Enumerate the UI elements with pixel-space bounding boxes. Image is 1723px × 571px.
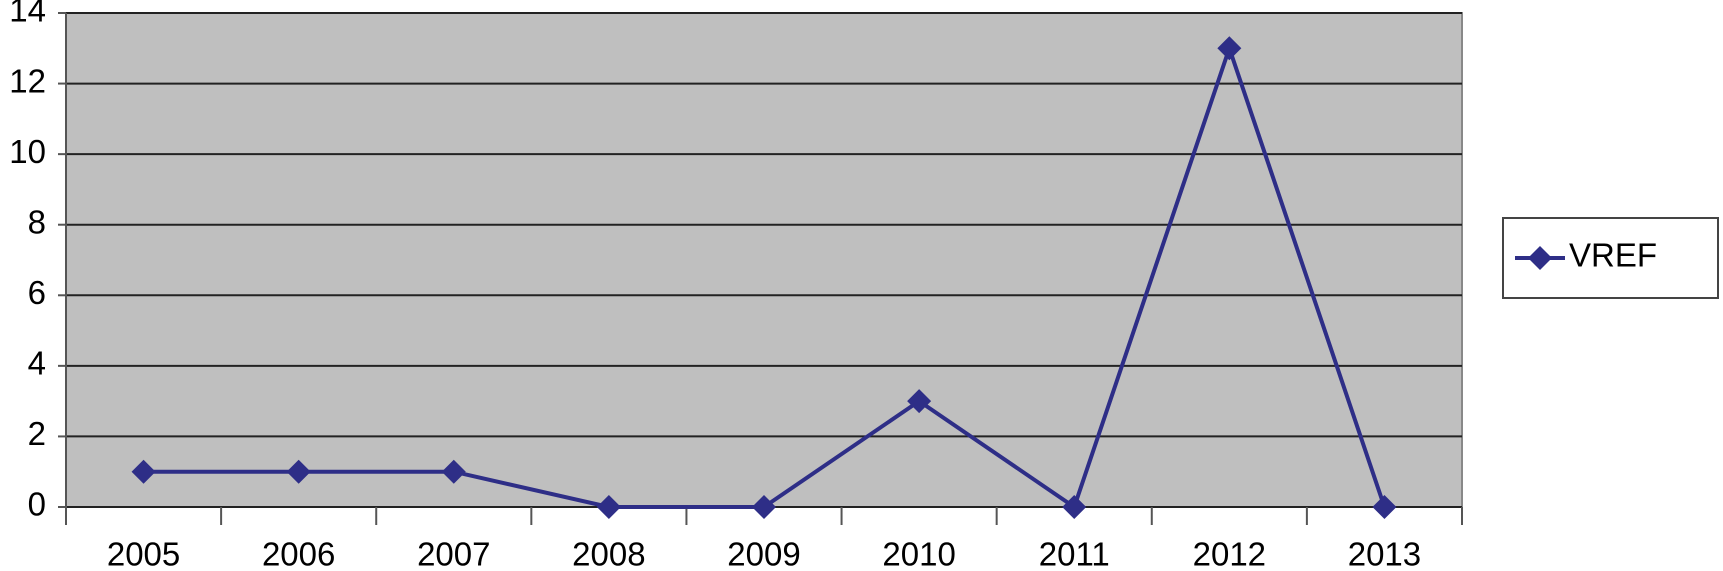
- y-tick-label: 0: [28, 486, 46, 523]
- legend-marker: [1528, 246, 1552, 270]
- y-tick-label: 14: [9, 0, 46, 29]
- x-tick-label: 2008: [572, 536, 645, 571]
- x-tick-label: 2013: [1348, 536, 1421, 571]
- plot-area: [65, 12, 1463, 508]
- y-tick-label: 4: [28, 345, 46, 382]
- y-tick-label: 12: [9, 62, 46, 99]
- marker: [1217, 36, 1242, 61]
- x-tick-label: 2009: [727, 536, 800, 571]
- marker: [286, 459, 311, 484]
- x-tick-label: 2007: [417, 536, 490, 571]
- x-tick-label: 2006: [262, 536, 335, 571]
- y-tick-label: 6: [28, 274, 46, 311]
- y-tick-label: 10: [9, 133, 46, 170]
- x-tick-label: 2011: [1039, 536, 1110, 571]
- y-tick-label: 2: [28, 415, 46, 452]
- y-tick-label: 8: [28, 203, 46, 240]
- marker: [441, 459, 466, 484]
- x-tick-label: 2012: [1193, 536, 1266, 571]
- x-tick-label: 2010: [882, 536, 955, 571]
- marker: [131, 459, 156, 484]
- marker: [907, 389, 932, 414]
- marker: [1062, 495, 1087, 519]
- marker: [596, 495, 621, 519]
- legend-label: VREF: [1569, 237, 1657, 274]
- marker: [752, 495, 776, 519]
- marker: [1372, 495, 1397, 519]
- x-tick-label: 2005: [107, 536, 180, 571]
